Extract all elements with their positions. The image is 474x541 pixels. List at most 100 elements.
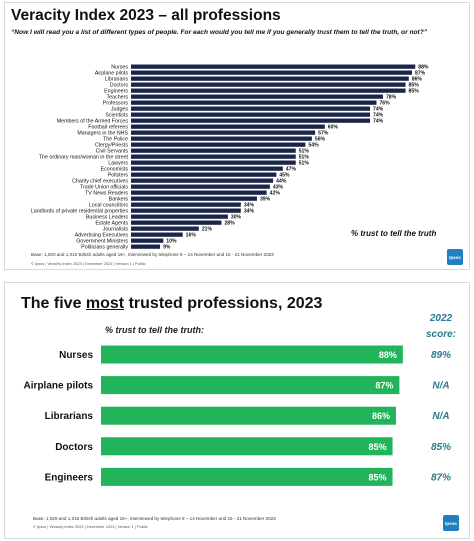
score-2022-value: 85% [431,442,451,453]
chart1-value-label: 30% [231,214,242,220]
chart1-category-label: Airplane pilots [95,70,129,76]
chart1-bar [131,154,296,159]
chart1-category-label: Trade Union officials [80,184,128,190]
chart2-category-label: Engineers [45,472,94,483]
score-2022-header-line1: 2022 [429,313,453,324]
chart1-category-label: Judges [111,106,128,112]
chart1-category-label: Civil Servants [96,148,129,154]
chart1-value-label: 10% [166,238,177,244]
panel2-title-post: trusted professions, 2023 [124,295,323,312]
top-five-panel: The five most trusted professions, 2023 … [4,282,470,539]
chart1-value-label: 56% [315,136,326,142]
chart2-bar [101,345,403,364]
chart1-bar [131,202,241,207]
ipsos-logo: Ipsos [447,249,463,265]
chart1-category-label: Economists [101,166,129,172]
chart1-category-label: Lawyers [108,160,128,166]
chart1-bar [131,136,312,141]
chart1-bar [131,214,228,219]
chart1-category-label: Estate Agents [95,220,128,226]
chart1-value-label: 28% [224,220,235,226]
chart2-bar [101,406,396,425]
score-2022-value: 89% [431,350,451,361]
chart1-category-label: Engineers [104,88,128,94]
chart1-value-label: 51% [299,160,310,166]
chart1-value-label: 34% [244,202,255,208]
chart1-bar [131,238,164,243]
chart1-value-label: 57% [318,130,329,136]
chart1-value-label: 9% [163,244,171,250]
chart2-category-label: Doctors [55,442,93,453]
chart1-value-label: 45% [279,172,290,178]
chart1-bar [131,184,270,189]
chart1-value-label: 51% [299,154,310,160]
chart1-bar [131,160,296,165]
chart1-category-label: The Police [103,136,128,142]
chart1-bar [131,70,413,75]
chart1-category-label: Managers in the NHS [77,130,128,136]
survey-question: “Now I will read you a list of different… [11,29,428,36]
chart1-category-label: Local councillors [89,202,129,208]
chart1-value-label: 87% [415,70,426,76]
panel2-title-pre: The five [21,295,86,312]
chart2-value-label: 86% [372,411,390,421]
chart1-bar [131,148,296,153]
chart1-bar [131,226,199,231]
score-2022-header-line2: score: [425,329,456,340]
chart1-bar [131,118,371,123]
chart1-value-label: 54% [308,142,319,148]
chart1-bar [131,208,241,213]
chart1-bar [131,82,406,87]
chart1-category-label: Bankers [109,196,129,202]
chart1-value-label: 21% [202,226,213,232]
chart2-bar [101,376,400,395]
chart1-value-label: 74% [373,112,384,118]
all-professions-panel: Veracity Index 2023 – all professions “N… [4,2,470,270]
chart1-category-label: Professors [103,100,129,106]
chart1-value-label: 60% [328,124,339,130]
chart1-value-label: 16% [186,232,197,238]
panel2-footer: © Ipsos | Veracity Index 2023 | December… [33,524,148,529]
chart2-bar [101,437,393,456]
chart2-bar [101,467,393,486]
chart1-bar [131,94,383,99]
top-five-chart: Nurses 88% 89% Airplane pilots 87% N/A Librari… [24,345,451,486]
chart1-value-label: 88% [418,64,429,70]
chart1-value-label: 47% [286,166,297,172]
panel2-base-note: Base: 1,020 and 1,015 British adults age… [33,516,276,521]
chart1-category-label: The ordinary man/woman in the street [39,154,129,160]
score-2022-value: N/A [432,411,449,422]
chart1-category-label: Pollsters [108,172,129,178]
chart1-axis-label: % trust to tell the truth [351,229,437,238]
chart1-bar [131,130,316,135]
chart1-category-label: Charity chief executives [72,178,128,184]
chart1-category-label: Politicians generally [81,244,128,250]
chart1-value-label: 42% [270,190,281,196]
chart1-category-label: Scientists [105,112,128,118]
chart1-bar [131,220,222,225]
chart1-value-label: 51% [299,148,310,154]
chart2-category-label: Airplane pilots [24,381,94,392]
chart1-bar [131,172,277,177]
chart1-bar [131,232,183,237]
score-2022-value: 87% [431,472,451,483]
all-professions-chart: Nurses 88% Airplane pilots 87% Librarians 86%… [31,64,429,250]
chart1-category-label: Nurses [111,64,128,70]
panel2-subtitle: % trust to tell the truth: [105,325,204,335]
chart1-value-label: 78% [386,94,397,100]
chart1-category-label: Teachers [107,94,129,100]
chart1-value-label: 86% [412,76,423,82]
chart1-value-label: 76% [379,100,390,106]
chart1-category-label: Landlords of private residential propert… [31,208,129,214]
chart1-category-label: Football referees [88,124,128,130]
panel1-base-note: Base: 1,020 and 1,015 British adults age… [31,252,274,257]
chart1-category-label: Doctors [110,82,129,88]
chart1-category-label: TV News Readers [85,190,128,196]
chart1-bar [131,88,406,93]
chart1-bar [131,106,371,111]
chart1-bar [131,112,371,117]
chart1-category-label: Librarians [105,76,129,82]
chart1-bar [131,178,274,183]
chart1-bar [131,100,377,105]
chart1-category-label: Clergy/Priests [95,142,128,148]
